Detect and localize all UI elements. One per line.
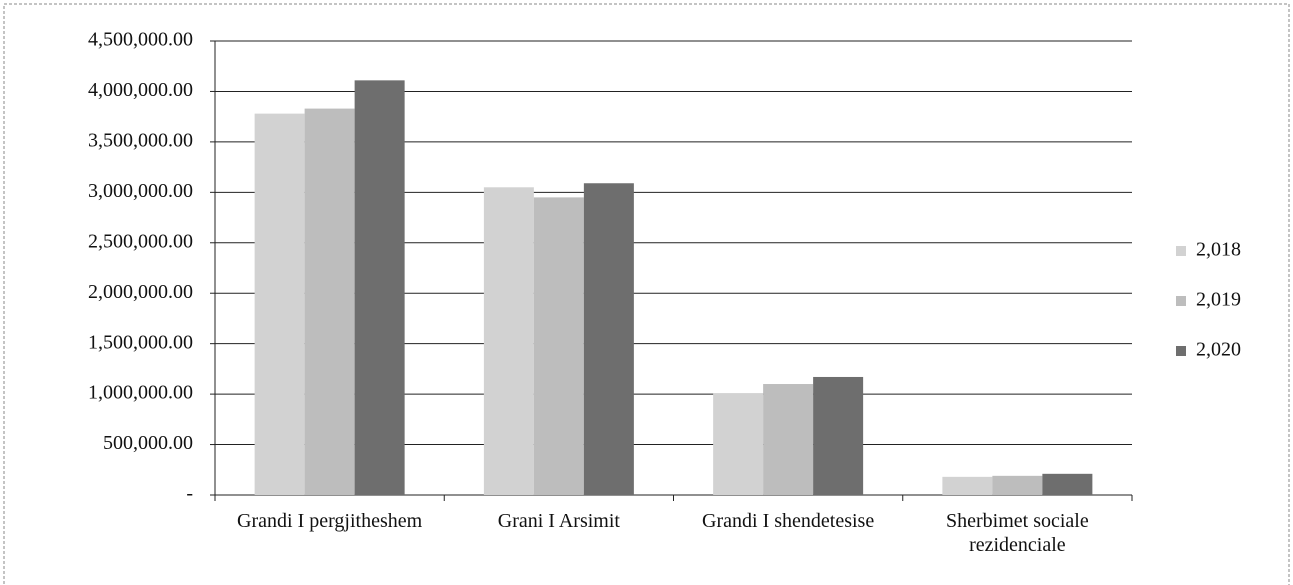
bar — [713, 393, 764, 495]
legend-swatch — [1176, 246, 1186, 256]
y-tick-label: 4,500,000.00 — [88, 29, 193, 51]
y-tick-label: 500,000.00 — [103, 432, 193, 454]
x-tick-label: Grandi I pergjitheshem — [237, 510, 423, 532]
y-tick-label: 3,500,000.00 — [88, 129, 193, 151]
y-tick-label: - — [186, 483, 193, 505]
y-tick-label: 1,000,000.00 — [88, 382, 193, 404]
bar — [354, 80, 405, 495]
legend-swatch — [1176, 346, 1186, 356]
bar — [942, 476, 993, 495]
y-tick-label: 1,500,000.00 — [88, 331, 193, 353]
y-tick-label: 4,000,000.00 — [88, 79, 193, 101]
legend-label: 2,018 — [1196, 239, 1241, 261]
y-tick-label: 2,500,000.00 — [88, 230, 193, 252]
bar — [992, 475, 1043, 495]
bar — [533, 197, 584, 495]
bar — [1042, 473, 1093, 495]
legend-swatch — [1176, 296, 1186, 306]
legend-label: 2,019 — [1196, 289, 1241, 311]
chart-border — [3, 3, 1290, 585]
bar — [304, 108, 355, 496]
x-tick-label: Grani I Arsimit — [497, 510, 620, 532]
x-tick-label: Grandi I shendetesise — [702, 510, 875, 532]
y-tick-label: 2,000,000.00 — [88, 281, 193, 303]
x-tick-label: Sherbimet sociale rezidenciale — [946, 510, 1089, 556]
bar — [483, 187, 534, 496]
bar — [254, 113, 305, 495]
legend-label: 2,020 — [1196, 339, 1241, 361]
bar — [763, 384, 814, 495]
bar — [813, 376, 864, 495]
y-tick-label: 3,000,000.00 — [88, 180, 193, 202]
bar — [583, 183, 634, 495]
